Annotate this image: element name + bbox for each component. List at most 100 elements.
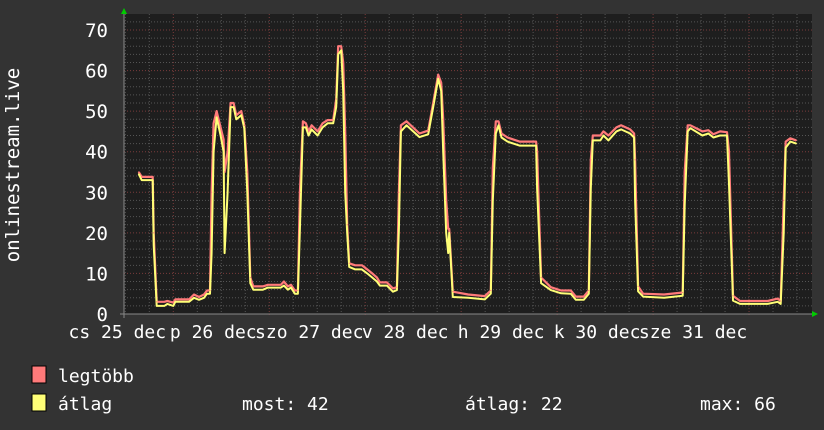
data-point-legtobb: [633, 132, 635, 135]
data-point-atlag: [294, 293, 296, 295]
data-point-legtobb: [467, 293, 469, 296]
data-point-legtobb: [138, 171, 140, 173]
data-point-atlag: [440, 90, 442, 92]
plot-area: [124, 14, 812, 314]
data-point-atlag: [193, 297, 195, 299]
data-point-atlag: [396, 289, 398, 291]
data-point-legtobb: [243, 124, 245, 126]
data-point-legtobb: [707, 129, 709, 131]
data-point-atlag: [223, 151, 225, 153]
data-point-atlag: [166, 303, 168, 305]
data-point-atlag: [642, 295, 644, 298]
data-point-atlag: [484, 298, 486, 300]
data-point-atlag: [307, 134, 310, 137]
data-point-atlag: [728, 183, 730, 185]
data-point-atlag: [447, 252, 449, 254]
data-point-legtobb: [405, 120, 408, 122]
data-point-legtobb: [211, 191, 213, 193]
data-point-legtobb: [432, 102, 434, 104]
data-point-atlag: [432, 106, 434, 108]
stat-average: átlag: 22: [465, 394, 563, 415]
legend-item-legtobb: legtöbb: [31, 365, 134, 387]
y-axis: 0 10 20 30 40 50 60 70: [85, 20, 108, 326]
data-point-legtobb: [570, 289, 572, 292]
data-point-atlag: [213, 151, 215, 153]
data-point-legtobb: [500, 132, 503, 135]
data-point-atlag: [599, 139, 602, 141]
data-point-legtobb: [361, 264, 363, 266]
data-point-atlag: [560, 292, 562, 294]
data-point-legtobb: [188, 298, 190, 300]
data-point-atlag: [379, 285, 381, 287]
data-point-atlag: [252, 289, 254, 291]
data-point-atlag: [712, 136, 714, 139]
data-point-atlag: [592, 139, 594, 141]
data-point-legtobb: [316, 130, 319, 133]
data-point-atlag: [701, 134, 703, 137]
legend-swatch-atlag: [31, 393, 47, 412]
data-point-atlag: [203, 297, 205, 299]
data-point-atlag: [386, 285, 388, 287]
data-point-legtobb: [536, 151, 538, 153]
y-tick-label: 40: [85, 142, 108, 164]
data-point-legtobb: [326, 119, 329, 121]
data-point-atlag: [209, 293, 211, 295]
data-point-atlag: [719, 134, 721, 137]
data-point-legtobb: [602, 130, 605, 133]
data-point-atlag: [332, 122, 334, 124]
x-tick-label: sze 31 dec: [639, 322, 747, 343]
data-point-atlag: [684, 203, 686, 206]
data-point-atlag: [305, 126, 307, 128]
data-point-legtobb: [340, 45, 342, 47]
data-point-legtobb: [495, 120, 497, 122]
data-point-atlag: [452, 296, 454, 298]
data-point-atlag: [739, 303, 741, 305]
data-point-atlag: [366, 272, 368, 275]
y-tick-label: 20: [85, 223, 108, 245]
data-point-legtobb: [371, 272, 373, 275]
data-point-atlag: [418, 136, 421, 138]
data-point-atlag: [392, 291, 394, 293]
data-point-atlag: [588, 293, 590, 295]
data-point-legtobb: [230, 102, 232, 104]
x-axis-arrow-icon: [812, 311, 818, 317]
data-point-legtobb: [427, 130, 429, 132]
data-point-legtobb: [209, 289, 211, 292]
legend: legtöbb átlag most: 42 átlag: 22 max: 66: [31, 365, 776, 415]
data-point-legtobb: [252, 285, 254, 288]
data-point-atlag: [297, 293, 299, 295]
data-point-atlag: [777, 301, 779, 303]
x-tick-label: szo 27 dec: [255, 322, 363, 343]
data-point-atlag: [707, 132, 709, 135]
data-point-atlag: [575, 299, 577, 301]
data-point-legtobb: [684, 171, 686, 173]
data-point-atlag: [290, 287, 292, 289]
series-lines: [137, 45, 797, 307]
data-point-legtobb: [629, 128, 631, 130]
data-point-legtobb: [294, 289, 296, 292]
data-point-atlag: [633, 136, 635, 139]
data-point-legtobb: [780, 300, 782, 302]
data-point-atlag: [490, 293, 492, 295]
stat-current: most: 42: [242, 394, 329, 415]
y-tick-label: 50: [85, 101, 108, 123]
data-point-atlag: [321, 126, 324, 128]
data-point-atlag: [570, 293, 572, 295]
data-point-atlag: [283, 285, 285, 287]
data-point-atlag: [299, 228, 301, 230]
data-point-legtobb: [785, 140, 787, 143]
data-point-atlag: [326, 122, 329, 124]
data-point-atlag: [634, 199, 636, 201]
data-point-atlag: [344, 191, 346, 193]
data-point-atlag: [783, 232, 785, 234]
data-point-atlag: [629, 132, 631, 135]
y-tick-label: 30: [85, 182, 108, 204]
data-point-legtobb: [249, 276, 251, 279]
data-point-legtobb: [156, 301, 158, 303]
legend-item-atlag: átlag: [31, 393, 112, 415]
y-tick-label: 0: [97, 304, 108, 326]
data-point-legtobb: [492, 167, 494, 169]
data-point-legtobb: [550, 286, 552, 288]
data-point-legtobb: [535, 140, 537, 143]
data-point-atlag: [492, 199, 494, 201]
